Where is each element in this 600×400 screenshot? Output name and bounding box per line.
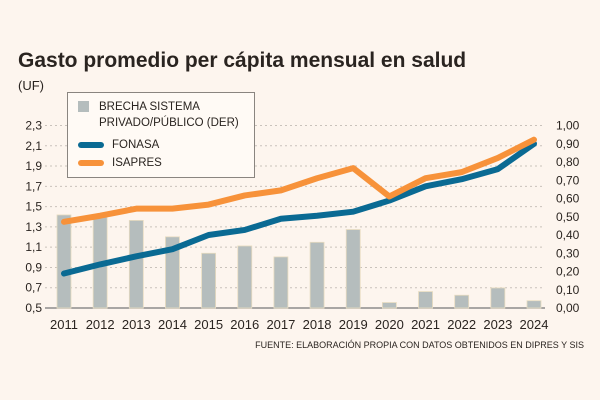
y-right-tick-label: 0,40	[556, 228, 580, 242]
legend-item-fonasa: FONASA	[78, 137, 159, 153]
y-left-tick-label: 1,3	[25, 220, 42, 234]
y-left-tick-label: 1,1	[25, 240, 42, 254]
y-right-tick-label: 0,30	[556, 246, 580, 260]
x-tick-label: 2018	[303, 317, 332, 332]
y-axis-label: (UF)	[18, 78, 44, 93]
legend-label-fonasa: FONASA	[112, 139, 160, 151]
y-right-tick-label: 0,20	[556, 265, 580, 279]
bar-brecha-2013	[128, 219, 144, 309]
x-tick-label: 2015	[194, 317, 223, 332]
chart-title: Gasto promedio per cápita mensual en sal…	[18, 49, 467, 72]
x-tick-label: 2012	[86, 317, 115, 332]
y-left-tick-label: 1,5	[25, 200, 42, 214]
bar-brecha-2019	[345, 229, 361, 309]
x-tick-label: 2019	[339, 317, 368, 332]
x-tick-label: 2020	[375, 317, 404, 332]
y-left-tick-label: 0,9	[25, 260, 42, 274]
legend-swatch-brecha	[78, 101, 89, 112]
bar-brecha-2021	[418, 291, 433, 309]
y-left-tick-label: 0,7	[25, 281, 42, 295]
y-right-tick-label: 0,50	[556, 210, 580, 224]
x-tick-label: 2013	[122, 317, 151, 332]
bar-brecha-2015	[201, 252, 217, 309]
legend-item-brecha: BRECHA SISTEMA PRIVADO/PÚBLICO (DER)	[78, 99, 249, 131]
legend-item-isapres: ISAPRES	[78, 155, 162, 171]
x-tick-label: 2016	[230, 317, 259, 332]
y-left-tick-label: 1,9	[25, 159, 42, 173]
x-tick-label: 2023	[483, 317, 512, 332]
bar-brecha-2017	[273, 256, 289, 309]
bar-brecha-2022	[454, 294, 470, 309]
y-left-tick-label: 0,5	[25, 301, 42, 315]
x-tick-label: 2022	[447, 317, 476, 332]
bar-brecha-2016	[237, 245, 253, 309]
legend-swatch-fonasa	[78, 142, 104, 148]
bar-brecha-2024	[526, 300, 542, 309]
x-tick-label: 2024	[520, 317, 549, 332]
x-tick-label: 2021	[411, 317, 440, 332]
bar-brecha-2014	[165, 236, 180, 309]
x-tick-label: 2017	[266, 317, 295, 332]
legend: BRECHA SISTEMA PRIVADO/PÚBLICO (DER) FON…	[67, 92, 255, 178]
source-note: FUENTE: ELABORACIÓN PROPIA CON DATOS OBT…	[255, 340, 584, 350]
y-right-tick-label: 1,00	[556, 119, 580, 133]
y-right-tick-label: 0,10	[556, 283, 580, 297]
bar-brecha-2023	[490, 287, 506, 309]
line-isapres	[61, 136, 537, 225]
line-fonasa	[61, 140, 537, 277]
y-right-tick-label: 0,60	[556, 192, 580, 206]
bar-brecha-2018	[309, 241, 325, 309]
y-right-tick-label: 0,80	[556, 155, 580, 169]
legend-swatch-isapres	[78, 160, 104, 166]
legend-label-isapres: ISAPRES	[112, 157, 162, 169]
bar-brecha-2020	[381, 302, 397, 309]
legend-label-brecha: BRECHA SISTEMA PRIVADO/PÚBLICO (DER)	[99, 101, 239, 129]
y-left-tick-label: 1,7	[25, 179, 42, 193]
y-left-tick-label: 2,1	[25, 139, 42, 153]
y-right-tick-label: 0,00	[556, 301, 580, 315]
x-tick-label: 2011	[50, 317, 78, 332]
bar-brecha-2011	[56, 214, 72, 309]
y-right-tick-label: 0,70	[556, 173, 580, 187]
y-right-tick-label: 0,90	[556, 137, 580, 151]
x-tick-label: 2014	[158, 317, 187, 332]
y-left-tick-label: 2,3	[25, 119, 42, 133]
